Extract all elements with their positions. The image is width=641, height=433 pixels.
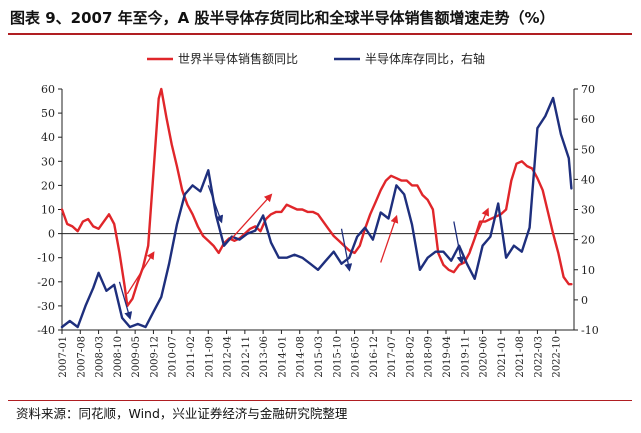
right-axis-tick-label: 70	[581, 83, 595, 96]
x-axis-tick-label: 2014-01	[277, 336, 288, 378]
x-axis-tick-label: 2009-05	[131, 336, 142, 378]
axes: -40 -30 -20 -10 0 10 20 30 40 50 60 -10 0 10 20 30 40 50 6…	[37, 83, 598, 378]
x-axis-tick-label: 2012-11	[241, 336, 252, 378]
title-rule	[8, 33, 632, 35]
x-axis-tick-label: 2016-12	[369, 336, 380, 378]
x-axis-tick-label: 2018-02	[405, 336, 416, 378]
left-axis-tick-label: -20	[37, 276, 55, 289]
x-axis-tick-label: 2015-10	[332, 336, 343, 378]
left-axis-tick-label: 50	[41, 107, 55, 120]
legend-label: 世界半导体销售额同比	[178, 51, 298, 66]
right-axis-tick-label: 50	[581, 143, 595, 156]
trend-arrow-down	[453, 221, 465, 265]
x-axis-tick-label: 2011-02	[186, 336, 197, 378]
x-axis-tick-label: 2012-04	[223, 336, 234, 378]
left-axis-tick-label: 0	[48, 228, 55, 241]
right-axis-tick-label: -10	[581, 324, 599, 337]
x-axis-tick-label: 2007-01	[58, 336, 69, 378]
x-axis-tick-label: 2022-10	[552, 336, 563, 378]
x-axis-tick-label: 2021-08	[515, 336, 526, 378]
left-axis-tick-label: -40	[37, 324, 55, 337]
footer-rule	[8, 400, 632, 401]
trend-arrow-up	[468, 207, 490, 251]
annotation-layer	[118, 185, 490, 320]
x-axis-tick-label: 2014-08	[296, 336, 307, 378]
right-axis-tick-label: 20	[581, 234, 595, 247]
series-line-inventory-growth	[60, 96, 573, 329]
trend-arrow-up	[380, 214, 399, 263]
legend-label: 半导体库存同比，右轴	[365, 51, 485, 66]
x-axis-tick-label: 2013-06	[259, 336, 270, 378]
x-axis-tick-label: 2008-10	[113, 336, 124, 378]
x-axis-tick-label: 2015-03	[314, 336, 325, 378]
x-axis-tick-label: 2007-08	[76, 336, 87, 378]
x-axis-tick-label: 2019-04	[442, 336, 453, 378]
source-note: 资料来源：同花顺，Wind，兴业证券经济与金融研究院整理	[16, 406, 348, 421]
x-axis-tick-label: 2010-07	[168, 336, 179, 378]
x-axis-tick-label: 2019-11	[460, 336, 471, 378]
left-axis-tick-label: 30	[41, 155, 55, 168]
right-axis-tick-label: 10	[581, 264, 595, 277]
x-axis-tick-label: 2020-06	[479, 336, 490, 378]
trend-arrow-up	[231, 193, 273, 239]
trend-arrow-down	[340, 228, 353, 272]
chart-title: 图表 9、2007 年至今，A 股半导体存货同比和全球半导体销售额增速走势（%）	[10, 9, 555, 27]
x-axis-tick-label: 2009-12	[149, 336, 160, 378]
right-axis-tick-label: 40	[581, 173, 595, 186]
x-axis-tick-label: 2017-07	[387, 336, 398, 378]
right-axis-tick-label: 60	[581, 113, 595, 126]
x-axis-tick-label: 2021-01	[497, 336, 508, 378]
x-axis-tick-label: 2011-09	[204, 336, 215, 378]
legend: 世界半导体销售额同比 半导体库存同比，右轴	[147, 51, 485, 66]
left-axis-tick-label: 40	[41, 131, 55, 144]
left-axis-tick-label: 20	[41, 179, 55, 192]
left-axis-tick-label: 60	[41, 83, 55, 96]
series-line-sales-growth	[60, 87, 573, 308]
x-axis-tick-label: 2022-03	[533, 336, 544, 378]
trend-arrow-down	[118, 281, 133, 320]
right-axis-tick-label: 30	[581, 204, 595, 217]
x-axis-tick-label: 2008-03	[95, 336, 106, 378]
left-axis-tick-label: 10	[41, 204, 55, 217]
trend-arrow-up	[126, 251, 155, 295]
right-axis-tick-label: 0	[581, 294, 588, 307]
left-axis-tick-label: -10	[37, 252, 55, 265]
x-axis-tick-label: 2016-05	[351, 336, 362, 378]
series-layer	[60, 87, 573, 329]
left-axis-tick-label: -30	[37, 300, 55, 313]
trend-arrow-down	[207, 185, 224, 224]
x-axis-tick-label: 2018-09	[424, 336, 435, 378]
